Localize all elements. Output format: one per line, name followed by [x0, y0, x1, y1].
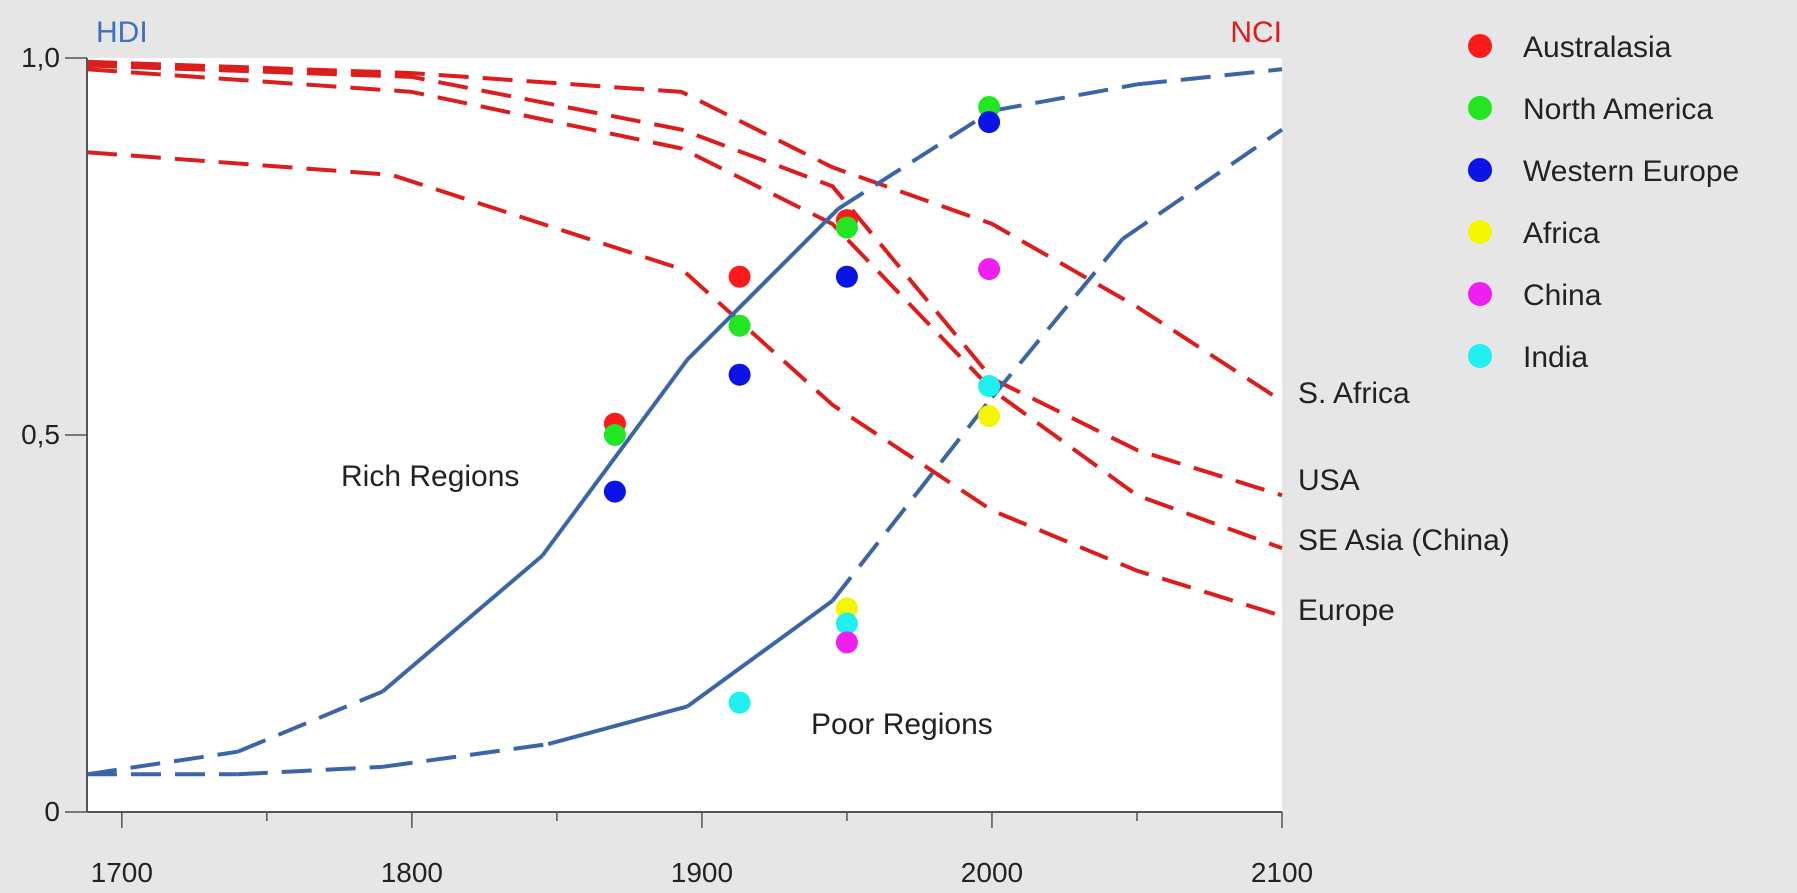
- series-label-s-africa: S. Africa: [1298, 377, 1410, 410]
- right-axis-title: NCI: [1230, 16, 1282, 49]
- data-point-western-europe: [978, 111, 1001, 134]
- data-point-australasia: [728, 265, 751, 288]
- legend-label-india: India: [1523, 341, 1588, 374]
- hdi-line-rich-regions-segment: [381, 554, 544, 693]
- nci-line-europe: [86, 150, 1283, 618]
- nci-line-usa: [86, 63, 1283, 498]
- legend-marker-western-europe: [1468, 158, 1492, 182]
- series-label-poor-regions: Poor Regions: [811, 708, 993, 741]
- data-point-western-europe: [603, 480, 626, 503]
- legend-marker-north-america: [1468, 96, 1492, 120]
- data-point-india: [978, 375, 1001, 397]
- data-point-india: [835, 612, 858, 635]
- legend-label-africa: Africa: [1523, 217, 1600, 250]
- hdi-line-poor-regions-segment: [382, 742, 549, 769]
- legend-marker-africa: [1468, 220, 1492, 244]
- series-label-usa: USA: [1298, 464, 1360, 497]
- x-tick-label: 1700: [91, 857, 153, 888]
- legend-label-western-europe: Western Europe: [1523, 155, 1739, 188]
- data-point-north-america: [835, 216, 858, 239]
- x-tick-label: 1800: [381, 857, 443, 888]
- series-label-se-asia-china: SE Asia (China): [1298, 524, 1510, 557]
- hdi-line-poor-regions-segment: [547, 704, 688, 747]
- data-point-africa: [835, 597, 858, 620]
- hdi-line-poor-regions-segment: [1121, 127, 1284, 241]
- data-point-north-america: [603, 424, 626, 446]
- hdi-line-rich-regions-segment: [86, 749, 239, 777]
- data-point-north-america: [978, 96, 1001, 118]
- data-point-western-europe: [728, 363, 751, 386]
- hdi-line-poor-regions-segment: [990, 237, 1125, 399]
- hdi-line-rich-regions-segment: [237, 689, 384, 754]
- legend: Australasia North America Western Europe Af…: [1468, 31, 1739, 374]
- data-point-china: [835, 631, 858, 654]
- data-point-africa: [978, 405, 1001, 428]
- hdi-line-rich-regions-segment: [685, 207, 840, 362]
- left-axis-title: HDI: [96, 16, 148, 49]
- x-tick-label: 2100: [1251, 857, 1313, 888]
- x-tick-label: 1900: [671, 857, 733, 888]
- nci-line-s-africa: [86, 59, 1284, 403]
- x-tick-label: 2000: [961, 857, 1023, 888]
- data-point-india: [728, 691, 751, 714]
- nci-line-se-asia-china: [86, 67, 1283, 550]
- data-point-north-america: [728, 314, 751, 337]
- hdi-line-rich-regions-segment: [1136, 67, 1283, 87]
- legend-label-north-america: North America: [1523, 93, 1713, 126]
- y-tick-label: 0: [44, 796, 60, 827]
- legend-marker-china: [1468, 282, 1492, 306]
- series-label-europe: Europe: [1298, 594, 1395, 627]
- hdi-line-rich-regions-segment: [991, 82, 1138, 113]
- legend-marker-australasia: [1468, 34, 1492, 58]
- y-tick-label: 0,5: [21, 419, 60, 450]
- series-label-rich-regions: Rich Regions: [341, 460, 519, 493]
- legend-label-australasia: Australasia: [1523, 31, 1672, 64]
- plot-area: [87, 58, 1282, 812]
- y-tick-label: 1,0: [21, 42, 60, 73]
- legend-label-china: China: [1523, 279, 1602, 312]
- hdi-line-rich-regions-segment: [837, 109, 994, 211]
- legend-marker-india: [1468, 344, 1492, 368]
- data-point-western-europe: [835, 265, 858, 288]
- hdi-line-poor-regions-segment: [686, 599, 834, 709]
- hdi-line-poor-regions-segment: [237, 764, 383, 777]
- hdi-line-rich-regions-segment: [540, 358, 690, 557]
- data-point-china: [978, 258, 1001, 281]
